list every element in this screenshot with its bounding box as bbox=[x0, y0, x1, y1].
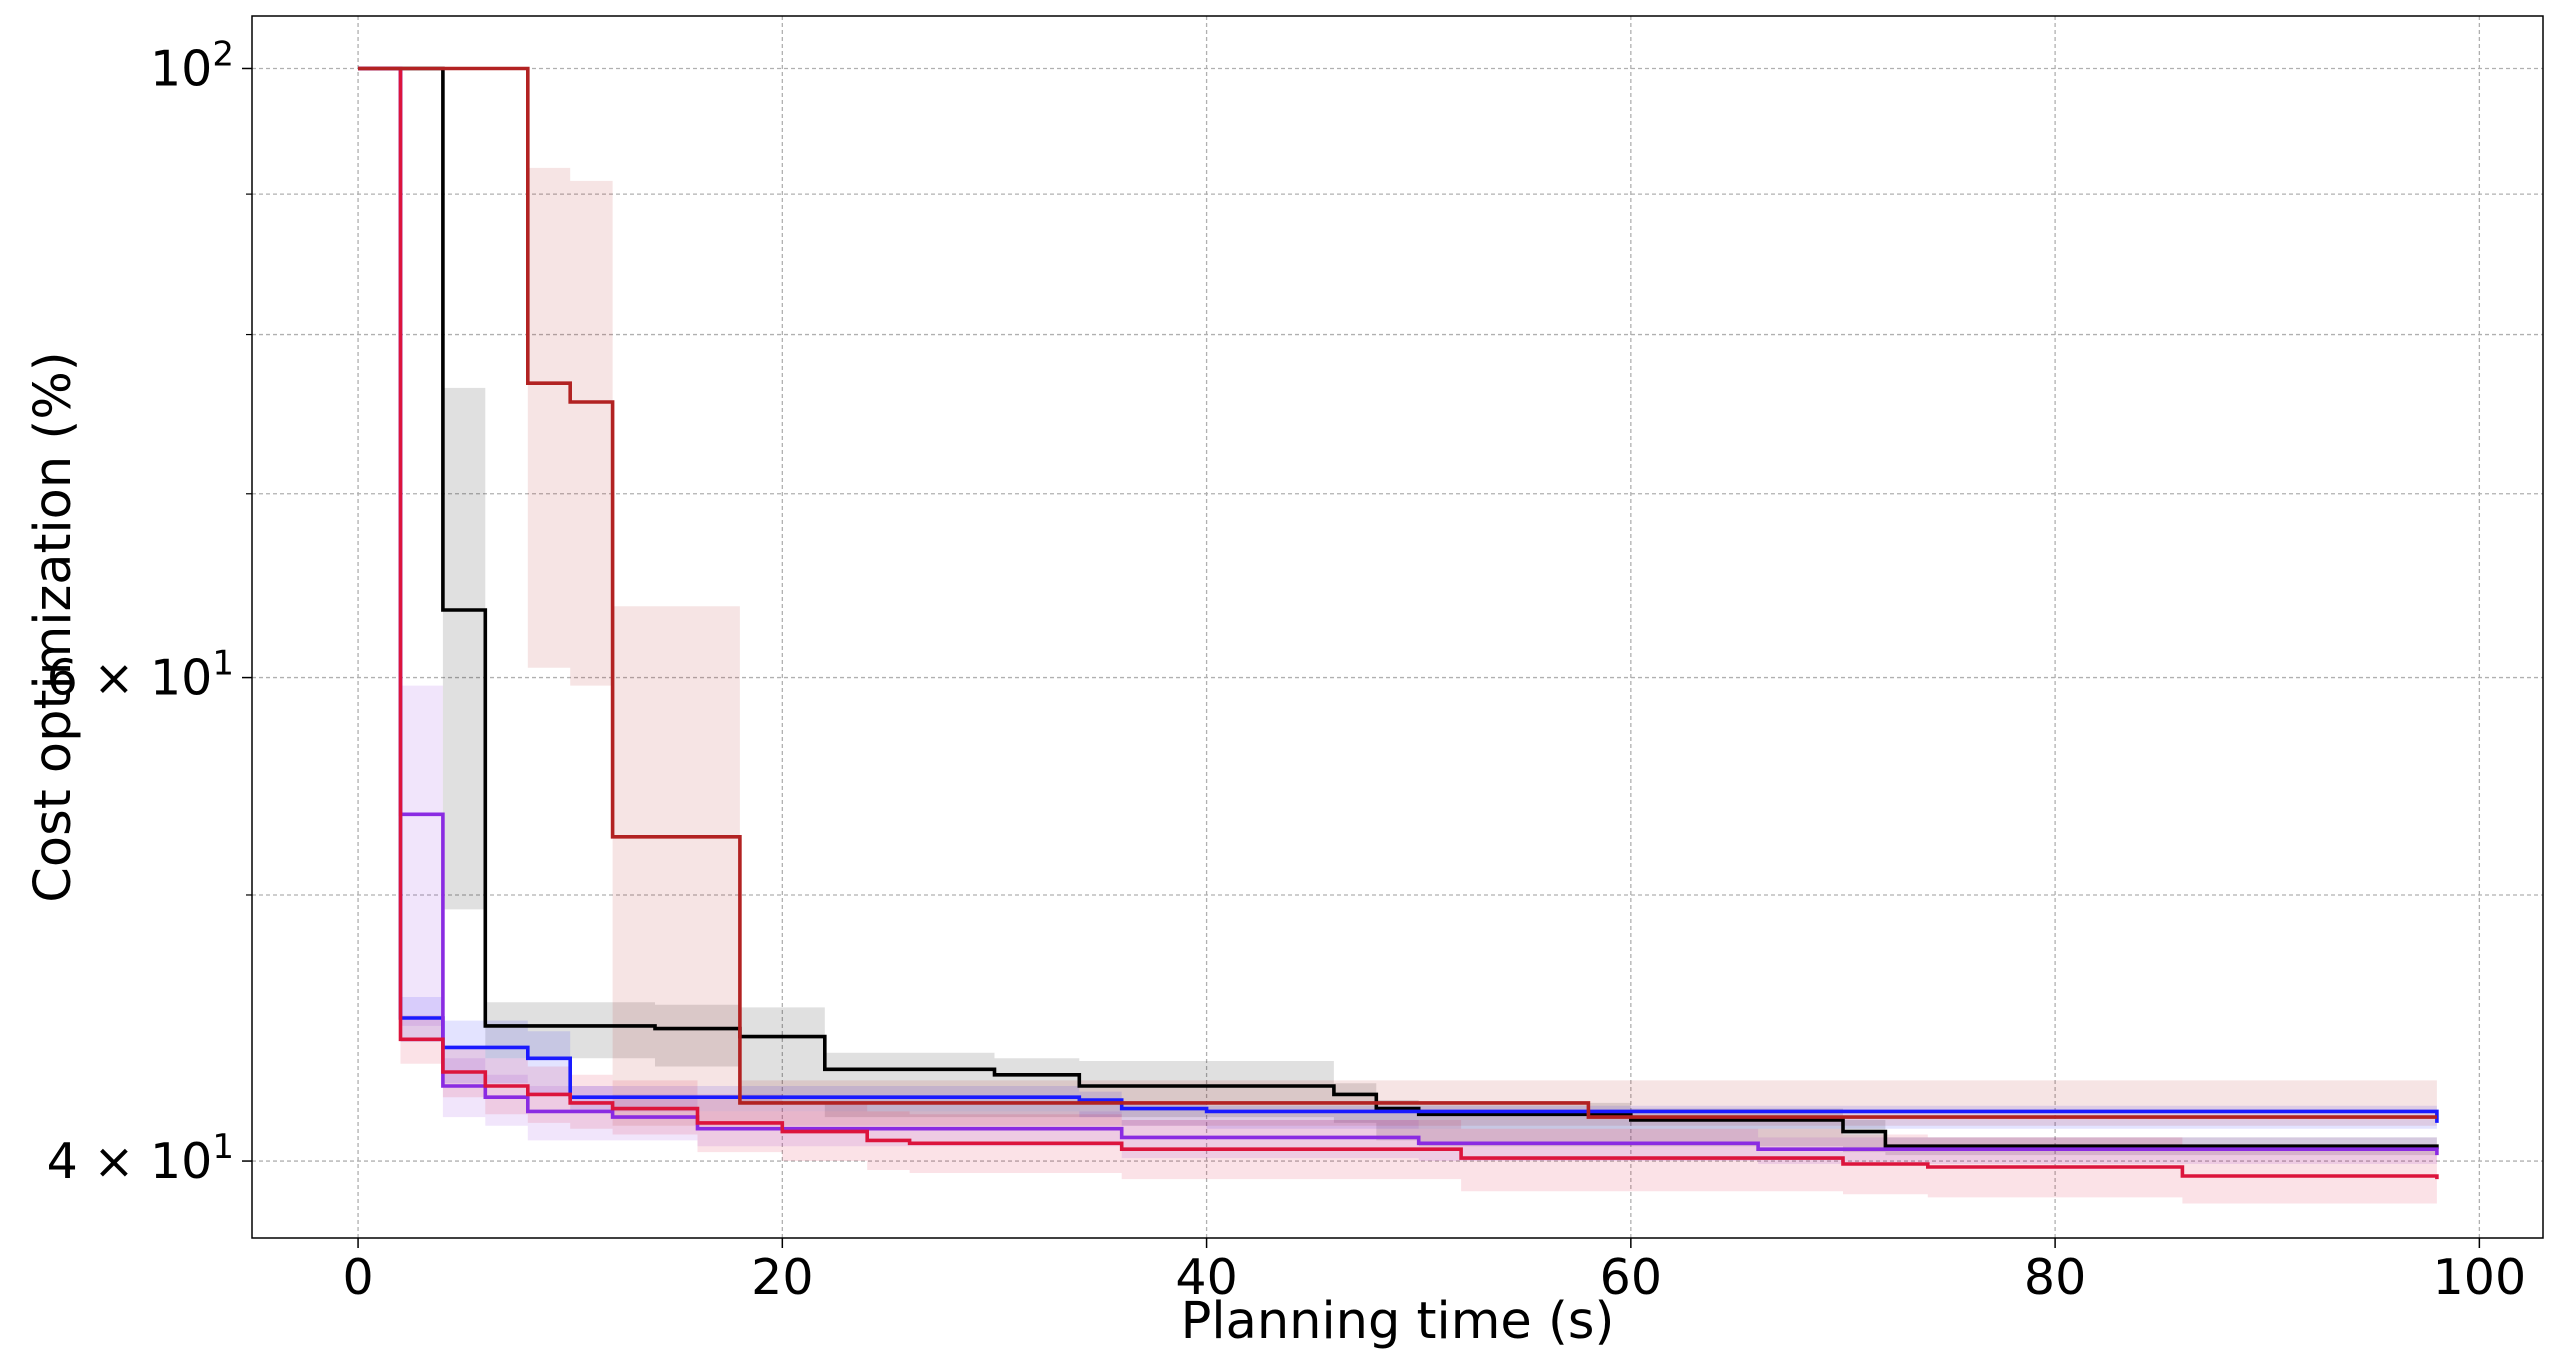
y-tick-label: 6 × 101 bbox=[47, 644, 234, 707]
plot-frame bbox=[251, 15, 2544, 1239]
x-tick-label: 0 bbox=[342, 1249, 373, 1306]
x-tick-label: 40 bbox=[1175, 1249, 1237, 1306]
grid bbox=[252, 16, 2543, 1238]
y-tick-label: 102 bbox=[150, 34, 234, 97]
series-4-line bbox=[358, 66, 2439, 1180]
x-tick-label: 80 bbox=[2024, 1249, 2086, 1306]
series-1-line bbox=[358, 66, 2439, 1150]
y-axis-label: Cost optimization (%) bbox=[24, 351, 83, 902]
series-4-band bbox=[358, 68, 2437, 1204]
x-tick-label: 20 bbox=[751, 1249, 813, 1306]
series-3-line bbox=[358, 66, 2439, 1156]
x-axis-label: Planning time (s) bbox=[1181, 1292, 1615, 1351]
x-tick-label: 100 bbox=[2433, 1249, 2527, 1306]
confidence-bands bbox=[358, 68, 2437, 1204]
series-5-line bbox=[358, 66, 2437, 1119]
x-axis-ticks: 0 20 40 60 80 100 bbox=[342, 1238, 2526, 1306]
series-5-band bbox=[358, 68, 2437, 1126]
y-axis-ticks: 102 6 × 101 4 × 101 bbox=[47, 34, 252, 1190]
series-lines bbox=[358, 66, 2439, 1180]
y-tick-label: 4 × 101 bbox=[47, 1127, 234, 1190]
x-tick-label: 60 bbox=[1600, 1249, 1662, 1306]
series-1-band bbox=[358, 68, 2437, 1156]
